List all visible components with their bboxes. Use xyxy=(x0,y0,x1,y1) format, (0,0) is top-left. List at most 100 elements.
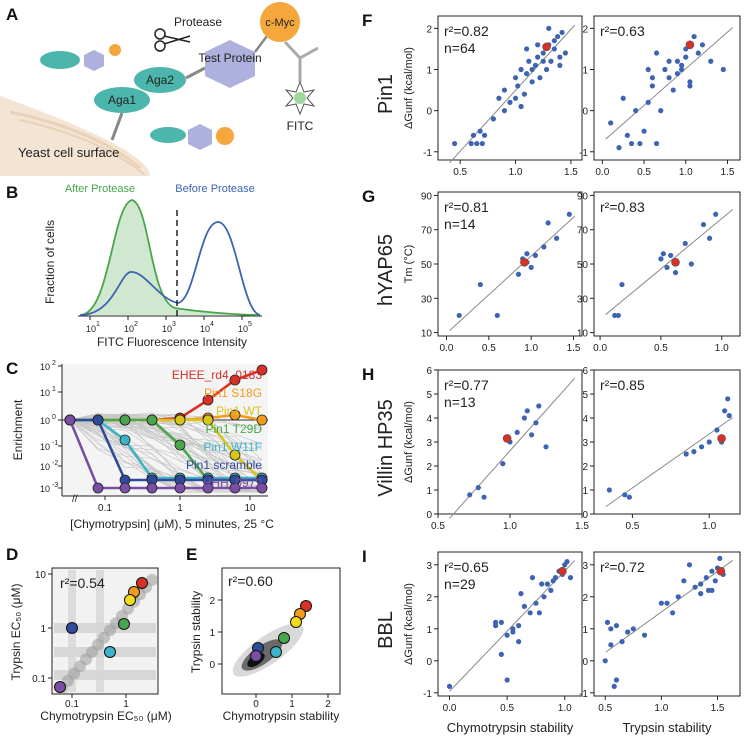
data-point xyxy=(698,591,704,597)
y-axis-label: ΔGunf (kcal/mol) xyxy=(403,583,415,665)
regression-line xyxy=(449,215,576,332)
data-point xyxy=(529,432,535,438)
y-axis-label: ΔGunf (kcal/mol) xyxy=(403,401,415,483)
wild-type-point xyxy=(685,40,695,50)
series-point xyxy=(256,414,268,426)
data-point xyxy=(714,427,720,433)
data-point xyxy=(620,95,626,101)
y-tick-label: 90 xyxy=(421,191,433,202)
y-axis-label: ΔGunf (kcal/mol) xyxy=(403,47,415,129)
x-axis-label: Trypsin stability xyxy=(622,720,712,735)
data-point xyxy=(641,128,647,134)
data-point xyxy=(709,587,715,594)
regression-line xyxy=(605,417,733,508)
data-point xyxy=(535,42,541,48)
protease-label: Protease xyxy=(174,15,222,29)
data-point xyxy=(545,220,551,226)
r2-label: r²=0.82 xyxy=(444,23,489,39)
data-point xyxy=(548,58,554,64)
n-label: n=14 xyxy=(444,216,476,232)
y-axis-label: Trypsin EC₅₀ (μM) xyxy=(9,584,23,681)
axis-break-mark: // xyxy=(72,494,78,505)
data-point xyxy=(548,587,554,594)
series-point xyxy=(174,482,186,494)
aga2-protein-icon xyxy=(134,67,186,93)
y-tick-label: 6 xyxy=(582,366,588,377)
gray-trajectory-line xyxy=(69,414,263,445)
series-point xyxy=(202,482,214,494)
data-point xyxy=(653,140,660,147)
data-point xyxy=(670,87,676,93)
antibody-icon xyxy=(283,40,319,82)
y-tick-label: 0 xyxy=(426,107,432,118)
x-tick-label: 1.0 xyxy=(558,703,572,714)
series-point xyxy=(146,482,158,494)
c-myc-tag-icon xyxy=(260,2,300,42)
y-tick-label: 3 xyxy=(426,438,432,449)
data-point xyxy=(706,235,713,241)
series-point xyxy=(146,414,158,426)
r2-label: r²=0.77 xyxy=(444,377,489,393)
y-tick-label: 30 xyxy=(577,294,589,305)
series-point xyxy=(119,482,131,494)
chymotrypsin-scatter: r²=0.77n=13 0.5 1.0 1.5 6 5 4 3 2 1 0 xyxy=(426,366,589,532)
data-point xyxy=(658,108,664,114)
x-tick-label: 0.5 xyxy=(453,167,467,178)
panel-label-d: D xyxy=(6,545,18,564)
x-tick-label: 1 xyxy=(289,699,295,710)
data-point xyxy=(528,264,534,271)
y-tick-label: 1 xyxy=(40,624,46,635)
trypsin-scatter: r²=0.83 0.0 0.5 1.0 90 70 50 30 10 xyxy=(577,191,741,354)
y-tick-label: 2 xyxy=(426,462,432,473)
after-protease-label: After Protease xyxy=(65,183,135,195)
data-point xyxy=(533,420,539,426)
panel-label-i: I xyxy=(362,547,367,566)
y-tick-label: 70 xyxy=(421,226,433,237)
x-tick-label: 0.5 xyxy=(482,343,496,354)
data-point xyxy=(515,83,521,89)
y-tick-label: 10 xyxy=(40,484,50,494)
series-point xyxy=(229,482,241,494)
y-tick-label: 4 xyxy=(582,414,588,425)
panel-label-f: F xyxy=(362,11,372,30)
panel-label-b: B xyxy=(6,183,18,202)
data-point xyxy=(477,128,483,134)
x-tick-label: 1.5 xyxy=(575,521,589,532)
data-point xyxy=(687,79,693,85)
plot-frame xyxy=(437,15,583,161)
y-tick-label: 10 xyxy=(40,362,50,372)
y-tick-label: 4 xyxy=(426,414,432,425)
cell-membrane-line xyxy=(9,110,141,170)
data-point xyxy=(674,71,681,77)
data-point xyxy=(567,575,574,581)
axis-ticks: 0 1 2 2 1 0 xyxy=(209,596,331,710)
y-tick-label: -1 xyxy=(579,148,588,159)
anchor-stalk xyxy=(110,112,124,141)
x-tick-label: 1.0 xyxy=(524,343,538,354)
data-point xyxy=(726,413,732,419)
data-point xyxy=(557,54,563,60)
data-point xyxy=(619,639,625,645)
density-blob xyxy=(146,574,158,586)
data-point xyxy=(613,677,620,683)
data-point xyxy=(566,211,572,217)
x-tick-label: 1.0 xyxy=(509,167,523,178)
y-tick-label: 0 xyxy=(582,107,588,118)
x-tick-label: 10 xyxy=(162,324,172,334)
panel-label-c: C xyxy=(6,359,18,378)
data-point xyxy=(666,75,672,81)
data-point xyxy=(658,600,664,606)
data-point xyxy=(467,492,473,498)
x-tick-label: 10 xyxy=(200,324,210,334)
y-tick-label: 2 xyxy=(426,593,432,604)
data-point xyxy=(613,623,620,629)
series-point xyxy=(119,414,131,426)
y-tick-label: 1 xyxy=(582,486,588,497)
y-tick-label: 50 xyxy=(421,260,433,271)
trypsin-scatter: r²=0.63 0.0 0.5 1.0 1.5 2 1 0 -1 xyxy=(579,15,741,178)
plot-frame xyxy=(437,191,583,337)
chymotrypsin-scatter: r²=0.81n=14 0.0 0.5 1.0 1.5 90 70 50 30 10 xyxy=(421,191,583,354)
x-tick-exponent: 1 xyxy=(96,321,100,328)
c-myc-tag-icon xyxy=(216,127,234,145)
